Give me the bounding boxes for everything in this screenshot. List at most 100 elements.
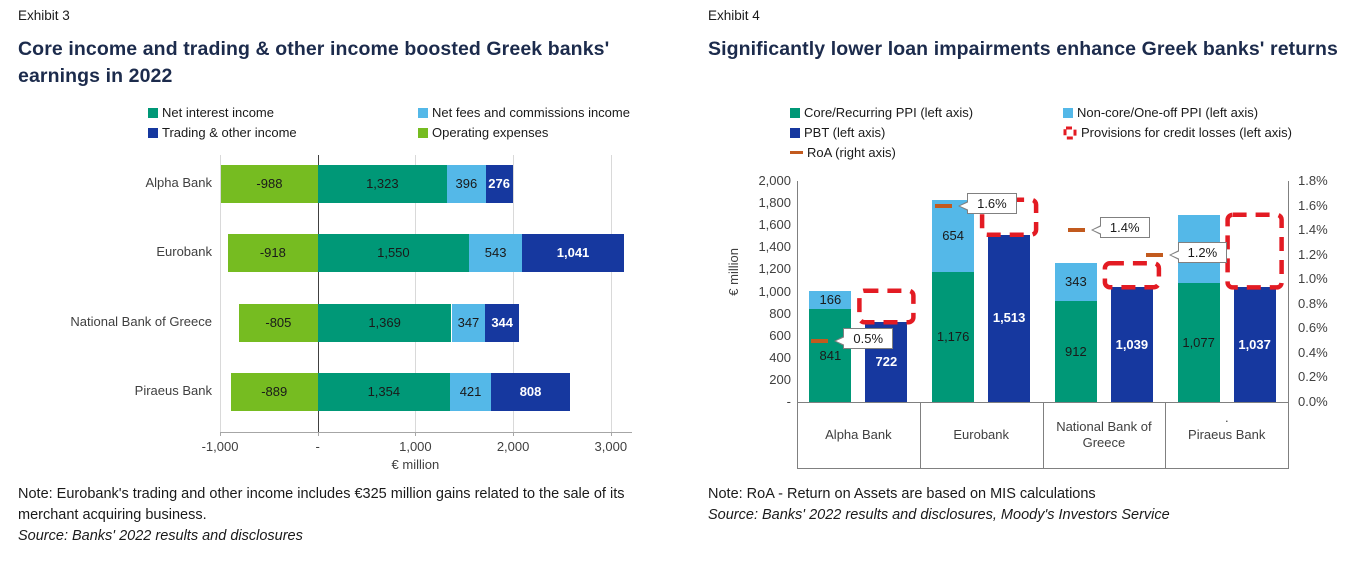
bar-label-national-bank-of-greece-fees: 347 bbox=[457, 314, 480, 330]
bar-piraeus-bank-opex bbox=[230, 372, 318, 411]
exhibit3-label: Exhibit 3 bbox=[18, 8, 70, 23]
exhibit4-title: Significantly lower loan impairments enh… bbox=[708, 38, 1338, 60]
x-tick-label-0: - bbox=[315, 439, 320, 454]
tick-x--1000 bbox=[220, 432, 221, 436]
category-divider-1 bbox=[919, 402, 921, 468]
bar-national-bank-of-greece-trading bbox=[485, 303, 519, 342]
category-divider-2 bbox=[1042, 402, 1044, 468]
exhibit3-note-block: Note: Eurobank's trading and other incom… bbox=[18, 484, 673, 547]
category-label-piraeus-bank: Piraeus Bank bbox=[134, 383, 212, 398]
roa-marker-alpha-bank bbox=[811, 338, 829, 343]
category-divider-0 bbox=[797, 402, 798, 468]
right-y-tick-0.0%: 0.0% bbox=[1298, 394, 1328, 409]
bar-label-piraeus-bank-trading: 808 bbox=[519, 383, 542, 399]
bar-label-piraeus-bank-pbt: 1,037 bbox=[1238, 336, 1271, 352]
right-y-tick-0.6%: 0.6% bbox=[1298, 320, 1328, 336]
gridline-x-2000 bbox=[513, 155, 515, 432]
category-label-national-bank-of-greece: National Bank of Greece bbox=[1056, 419, 1152, 450]
operating-expenses-swatch-icon bbox=[418, 127, 428, 138]
bar-eurobank-pbt bbox=[988, 234, 1031, 402]
left-y-tick-1000: 1,000 bbox=[758, 283, 791, 299]
bar-label-eurobank-trading: 1,041 bbox=[556, 245, 590, 261]
right-y-tick-1.0%: 1.0% bbox=[1298, 271, 1328, 287]
bar-eurobank-trading bbox=[522, 234, 624, 273]
legend-item-net-fees-and-commissions-income: Net fees and commissions income bbox=[418, 105, 630, 120]
net-interest-income-swatch-icon bbox=[148, 107, 158, 118]
left-y-tick-2000: 2,000 bbox=[758, 173, 791, 188]
category-label-eurobank: Eurobank bbox=[156, 244, 212, 259]
provisions-dashed-box-icon bbox=[1063, 126, 1077, 139]
category-divider-3 bbox=[1165, 402, 1167, 468]
bar-label-alpha-bank-pbt: 722 bbox=[875, 354, 898, 370]
exhibit4-note-block: Note: RoA - Return on Assets are based o… bbox=[708, 484, 1363, 526]
left-y-tick-0: - bbox=[786, 394, 791, 409]
bar-eurobank-core bbox=[932, 272, 975, 402]
bar-alpha-bank-nii bbox=[317, 165, 447, 203]
bar-alpha-bank-fees bbox=[447, 165, 486, 203]
bar-label-alpha-bank-core: 841 bbox=[819, 347, 842, 363]
left-y-tick-400: 400 bbox=[769, 349, 791, 365]
bar-label-eurobank-nii: 1,550 bbox=[377, 245, 410, 261]
legend-item-pbt: PBT (left axis) bbox=[790, 125, 885, 140]
bar-label-alpha-bank-noncore: 166 bbox=[819, 291, 842, 307]
roa-marker-national-bank-of-greece bbox=[1067, 228, 1085, 233]
legend-label-core-recurring-ppi-left-axis: Core/Recurring PPI (left axis) bbox=[804, 105, 974, 120]
legend-label-non-core-one-off-ppi-left-axis: Non-core/One-off PPI (left axis) bbox=[1077, 105, 1259, 120]
bar-label-eurobank-opex: -918 bbox=[259, 245, 286, 261]
bar-eurobank-fees bbox=[469, 234, 523, 273]
provisions-box-national-bank-of-greece bbox=[1102, 261, 1162, 290]
legend-item-non-core-one-off-ppi-left-axis: Non-core/One-off PPI (left axis) bbox=[1063, 105, 1258, 120]
right-y-tick-0.8%: 0.8% bbox=[1298, 295, 1328, 311]
bar-label-piraeus-bank-core: 1,077 bbox=[1182, 334, 1215, 350]
pbt-swatch-icon bbox=[790, 127, 800, 138]
roa-marker-eurobank bbox=[935, 203, 953, 208]
exhibit4-note: Note: RoA - Return on Assets are based o… bbox=[708, 486, 1096, 502]
x-tick-label-2000: 2,000 bbox=[496, 439, 530, 454]
bar-national-bank-of-greece-core bbox=[1054, 301, 1097, 402]
tick-x-1000 bbox=[415, 432, 417, 436]
legend-label-trading-other-income: Trading & other income bbox=[162, 125, 297, 140]
legend-item-net-interest-income: Net interest income bbox=[148, 105, 274, 120]
bar-label-national-bank-of-greece-opex: -805 bbox=[265, 314, 292, 330]
tick-x-2000 bbox=[513, 432, 515, 436]
bar-label-piraeus-bank-opex: -889 bbox=[261, 383, 288, 399]
x-axis-line bbox=[220, 432, 632, 433]
bar-label-national-bank-of-greece-nii: 1,369 bbox=[368, 314, 401, 330]
provisions-box-piraeus-bank bbox=[1225, 212, 1284, 290]
bar-alpha-bank-noncore bbox=[809, 290, 852, 309]
category-label-alpha-bank: Alpha Bank bbox=[825, 427, 892, 442]
category-divider-4 bbox=[1288, 402, 1289, 468]
category-bottom-border bbox=[797, 468, 1289, 469]
legend-label-net-fees-and-commissions-income: Net fees and commissions income bbox=[432, 105, 630, 120]
left-y-tick-1800: 1,800 bbox=[758, 195, 791, 211]
roa-line-icon bbox=[790, 151, 803, 154]
bar-label-alpha-bank-trading: 276 bbox=[488, 176, 510, 191]
bar-label-alpha-bank-opex: -988 bbox=[256, 176, 283, 191]
legend-item-core-recurring-ppi-left-axis: Core/Recurring PPI (left axis) bbox=[790, 105, 973, 120]
bar-piraeus-bank-trading bbox=[491, 372, 570, 411]
net-fees-and-commissions-income-swatch-icon bbox=[418, 107, 428, 118]
x-tick-label--1000: -1,000 bbox=[201, 439, 239, 454]
exhibit4-source: Source: Banks' 2022 results and disclosu… bbox=[708, 507, 1170, 523]
roa-callout-piraeus-bank: 1.2% bbox=[1168, 241, 1228, 263]
category-label-national-bank-of-greece: National Bank of Greece bbox=[70, 314, 212, 329]
right-y-tick-0.2%: 0.2% bbox=[1298, 369, 1328, 385]
gridline-x--1000 bbox=[220, 155, 221, 432]
bar-national-bank-of-greece-nii bbox=[317, 303, 452, 342]
category-label-piraeus-bank: Piraeus Bank bbox=[1188, 427, 1266, 442]
tick-x-3000 bbox=[610, 432, 612, 436]
right-y-tick-1.6%: 1.6% bbox=[1298, 197, 1328, 213]
roa-callout-alpha-bank: 0.5% bbox=[834, 327, 894, 349]
stray-dot: . bbox=[1225, 410, 1229, 425]
roa-marker-piraeus-bank bbox=[1145, 252, 1163, 257]
bar-alpha-bank-opex bbox=[221, 165, 318, 203]
bar-label-national-bank-of-greece-noncore: 343 bbox=[1065, 274, 1087, 290]
bar-label-national-bank-of-greece-pbt: 1,039 bbox=[1115, 336, 1149, 352]
legend-item-roa: RoA (right axis) bbox=[790, 145, 896, 160]
bar-eurobank-opex bbox=[228, 234, 318, 273]
legend-label-roa: RoA (right axis) bbox=[807, 145, 896, 160]
legend-item-operating-expenses: Operating expenses bbox=[418, 125, 548, 140]
bar-label-national-bank-of-greece-core: 912 bbox=[1065, 343, 1087, 359]
category-label-eurobank: Eurobank bbox=[953, 427, 1010, 442]
